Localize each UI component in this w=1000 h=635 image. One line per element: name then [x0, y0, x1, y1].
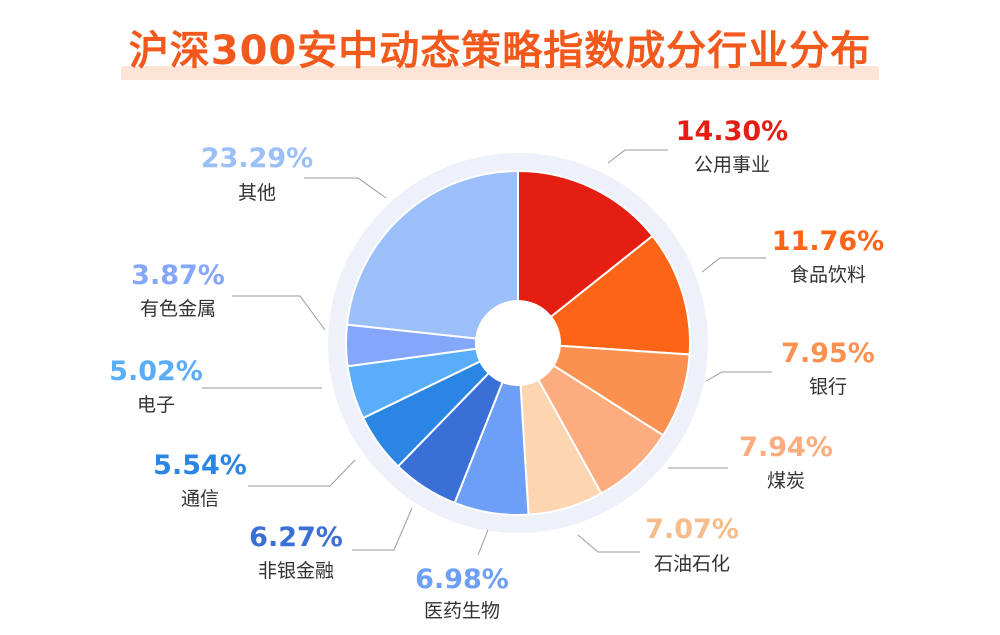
chart-title-text: 沪深300安中动态策略指数成分行业分布	[128, 28, 872, 74]
slice-labels: 14.30% 公用事业 11.76% 食品饮料 7.95% 银行 7.94% 煤炭 7.07% 石…	[109, 116, 884, 622]
leader-line-8	[248, 459, 356, 487]
slice-category-label: 电子	[137, 394, 175, 416]
slice-value-label: 6.27%	[249, 522, 343, 553]
chart-title: 沪深300安中动态策略指数成分行业分布	[120, 14, 880, 82]
slice-category-label: 有色金属	[140, 298, 216, 320]
leader-lines	[202, 149, 772, 556]
donut-hole	[475, 300, 561, 386]
pie-slice-11	[345, 169, 519, 345]
slice-category-label: 银行	[809, 376, 847, 398]
slice-category-label: 公用事业	[694, 154, 770, 176]
slice-value-label: 3.87%	[131, 260, 225, 291]
leader-line-3	[705, 371, 772, 382]
slice-value-label: 14.30%	[676, 116, 788, 147]
leader-line-10	[232, 295, 326, 331]
slice-value-label: 11.76%	[772, 226, 884, 257]
leader-line-11	[304, 177, 387, 199]
leader-line-6	[477, 529, 489, 556]
slice-category-label: 医药生物	[424, 600, 500, 622]
pie-slice-1	[517, 169, 654, 346]
leader-line-1	[607, 149, 668, 164]
slice-category-label: 石油石化	[654, 553, 730, 575]
leader-line-5	[577, 534, 640, 553]
leader-line-2	[701, 257, 766, 273]
pie-slice-2	[515, 234, 692, 356]
slice-value-label: 7.94%	[739, 432, 833, 463]
slice-category-label: 食品饮料	[790, 264, 866, 286]
leader-line-7	[352, 507, 413, 551]
pie-slices	[345, 169, 692, 517]
slice-value-label: 7.07%	[645, 514, 739, 545]
slice-value-label: 6.98%	[415, 564, 509, 595]
slice-value-label: 23.29%	[201, 143, 313, 174]
slice-category-label: 煤炭	[767, 470, 805, 492]
slice-value-label: 5.02%	[109, 356, 203, 387]
title-container: 沪深300安中动态策略指数成分行业分布	[0, 14, 1000, 86]
slice-category-label: 非银金融	[258, 560, 334, 582]
slice-value-label: 7.95%	[781, 338, 875, 369]
slice-value-label: 5.54%	[153, 450, 247, 481]
slice-category-label: 其他	[238, 182, 276, 204]
slice-category-label: 通信	[181, 488, 219, 510]
